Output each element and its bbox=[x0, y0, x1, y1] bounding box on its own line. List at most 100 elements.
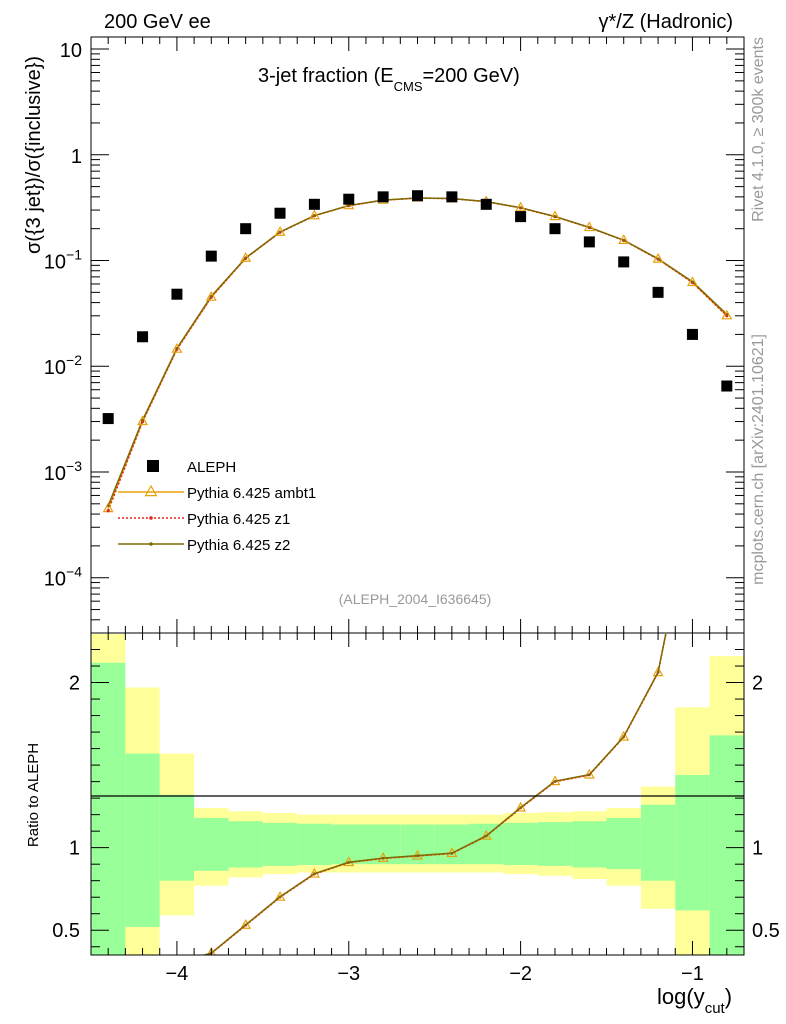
stat-uncertainty-band bbox=[675, 775, 710, 911]
series-marker bbox=[278, 230, 282, 234]
main-plot-data bbox=[102, 190, 733, 425]
data-point bbox=[480, 198, 492, 210]
header-right-label: γ*/Z (Hadronic) bbox=[599, 11, 733, 33]
data-point bbox=[446, 191, 458, 203]
stat-uncertainty-band bbox=[400, 824, 435, 865]
series-marker bbox=[549, 210, 561, 221]
analysis-id-label: (ALEPH_2004_I636645) bbox=[339, 591, 492, 607]
series-marker bbox=[553, 215, 557, 218]
series-marker bbox=[240, 252, 252, 262]
stat-uncertainty-band bbox=[228, 821, 263, 868]
legend-label: Pythia 6.425 ambt1 bbox=[187, 485, 316, 502]
stat-uncertainty-band bbox=[159, 794, 195, 881]
series-marker bbox=[618, 234, 630, 244]
ratio-series-marker bbox=[107, 988, 110, 991]
ratio-series-marker bbox=[313, 872, 316, 875]
series-marker bbox=[137, 415, 149, 426]
series-marker bbox=[656, 257, 660, 261]
stat-uncertainty-band bbox=[640, 804, 676, 881]
ratio-series-marker bbox=[722, 248, 731, 256]
stat-uncertainty-band bbox=[91, 662, 126, 955]
series-marker bbox=[691, 280, 694, 284]
stat-uncertainty-band bbox=[537, 822, 573, 866]
data-point bbox=[721, 380, 733, 392]
y-tick-label: 10−3 bbox=[44, 458, 82, 485]
series-marker bbox=[686, 276, 698, 287]
ratio-series-marker bbox=[104, 985, 113, 993]
y-tick-label: 10−4 bbox=[44, 564, 82, 591]
ratio-series-marker bbox=[484, 834, 488, 838]
series-marker bbox=[171, 342, 183, 353]
series-marker bbox=[725, 312, 729, 316]
stat-uncertainty-band bbox=[297, 823, 332, 866]
mcplots-source-label: mcplots.cern.ch [arXiv:2401.10621] bbox=[750, 334, 767, 585]
stat-uncertainty-band bbox=[434, 824, 470, 865]
ratio-y-tick-label-right: 0.5 bbox=[752, 920, 780, 942]
ratio-series-marker bbox=[381, 856, 385, 860]
ratio-series-marker bbox=[588, 773, 591, 776]
ratio-series-marker bbox=[450, 851, 454, 855]
legend-marker bbox=[149, 516, 153, 520]
chart-title: 3-jet fraction (ECMS=200 GeV) bbox=[258, 65, 520, 94]
ratio-series-marker bbox=[141, 985, 144, 988]
ratio-y-tick-label-left: 2 bbox=[69, 673, 80, 695]
stat-uncertainty-band bbox=[572, 821, 607, 868]
data-point bbox=[308, 198, 320, 210]
ratio-series-marker bbox=[656, 670, 660, 674]
series-marker bbox=[583, 221, 595, 232]
ratio-series-marker bbox=[688, 496, 697, 504]
ratio-series-marker bbox=[726, 252, 729, 255]
ratio-series-marker bbox=[726, 252, 729, 255]
stat-uncertainty-band bbox=[503, 822, 538, 866]
data-point bbox=[343, 193, 355, 205]
data-point bbox=[377, 191, 389, 203]
rivet-version-label: Rivet 4.1.0, ≥ 300k events bbox=[750, 37, 767, 222]
series-marker bbox=[205, 290, 217, 301]
series-marker bbox=[308, 209, 320, 220]
ratio-series-marker bbox=[515, 801, 527, 812]
ratio-series-marker bbox=[519, 806, 522, 809]
x-axis-label: log(ycut) bbox=[657, 984, 732, 1017]
series-marker bbox=[622, 238, 626, 242]
ratio-series-marker bbox=[278, 895, 282, 899]
ratio-series-marker bbox=[416, 854, 419, 857]
y-tick-label: 10−2 bbox=[44, 352, 82, 379]
ratio-series-marker bbox=[347, 860, 351, 864]
ratio-series-marker bbox=[244, 923, 247, 927]
ratio-series-marker bbox=[583, 768, 595, 779]
ratio-series-marker bbox=[622, 735, 626, 738]
legend-marker-aleph bbox=[147, 460, 159, 472]
y-axis-label: σ({3 jet})/σ({inclusive}) bbox=[23, 56, 45, 254]
ratio-series-marker bbox=[274, 890, 286, 901]
ratio-y-axis-label: Ratio to ALEPH bbox=[25, 743, 42, 847]
legend-label: Pythia 6.425 z2 bbox=[187, 537, 290, 554]
ratio-y-tick-label-left: 1 bbox=[69, 838, 80, 860]
header-left-label: 200 GeV ee bbox=[104, 11, 211, 33]
stat-uncertainty-band bbox=[262, 822, 298, 866]
y-tick-label: 1 bbox=[71, 146, 82, 168]
data-point bbox=[137, 331, 149, 343]
stat-uncertainty-band bbox=[469, 823, 504, 865]
legend: ALEPH Pythia 6.425 ambt1 Pythia 6.425 z1 Py… bbox=[118, 459, 316, 554]
ratio-series-marker bbox=[618, 730, 630, 741]
ratio-y-tick-label-right: 2 bbox=[752, 673, 763, 695]
series-marker bbox=[515, 201, 527, 212]
series-marker bbox=[106, 504, 110, 507]
ratio-series-marker bbox=[652, 666, 664, 677]
legend-marker bbox=[149, 542, 153, 546]
axis-ticks: −4 −3 −2 −1 10 1 10−1 10−2 10−3 10−4 0.5 0.5 1 1 2 2 bbox=[44, 37, 780, 985]
data-point bbox=[686, 328, 698, 340]
ratio-series-marker bbox=[138, 981, 147, 989]
data-point bbox=[652, 286, 664, 298]
x-tick-label: −4 bbox=[166, 963, 189, 985]
ratio-series-marker bbox=[691, 500, 694, 503]
series-marker bbox=[347, 204, 351, 207]
ratio-series-marker bbox=[240, 919, 252, 929]
data-point bbox=[515, 211, 527, 223]
series-marker bbox=[652, 252, 664, 263]
stat-uncertainty-band bbox=[194, 817, 229, 871]
legend-label: Pythia 6.425 z1 bbox=[187, 511, 290, 528]
series-marker bbox=[106, 509, 110, 513]
ratio-series-marker bbox=[480, 829, 492, 840]
